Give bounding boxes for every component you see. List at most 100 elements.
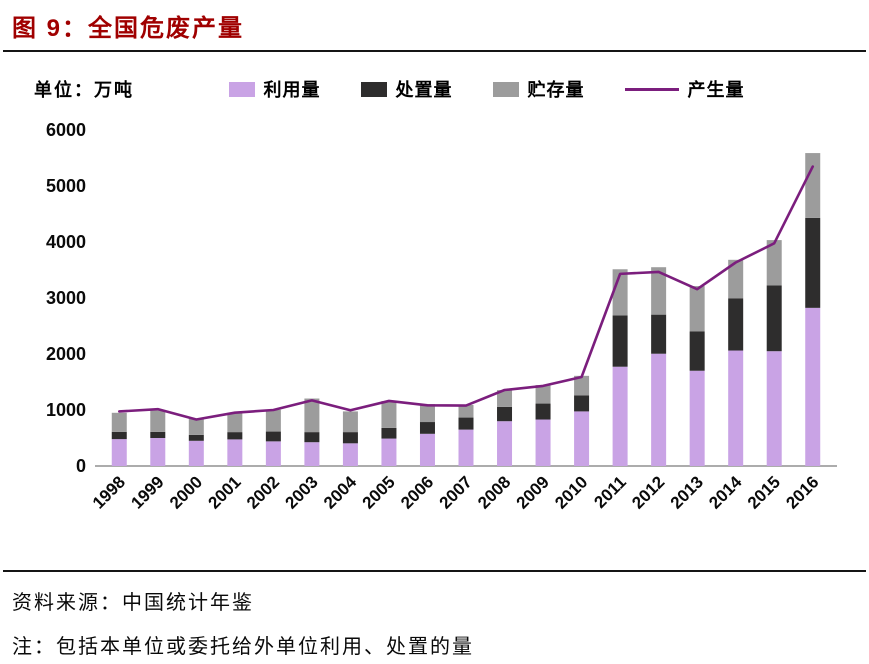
legend-color-swatch xyxy=(228,81,255,97)
x-tick-label: 2015 xyxy=(744,472,784,512)
bar-segment xyxy=(265,431,281,442)
legend-item: 利用量 xyxy=(228,76,321,102)
bar-segment xyxy=(497,406,513,422)
x-tick-label: 2001 xyxy=(204,472,244,512)
legend-label: 处置量 xyxy=(395,80,453,100)
bar-segment xyxy=(342,432,358,444)
x-tick-label: 1999 xyxy=(127,472,167,512)
y-tick-label: 6000 xyxy=(46,120,86,140)
bar-segment xyxy=(342,411,358,433)
title-divider xyxy=(3,50,866,52)
bar-segment xyxy=(805,153,821,218)
x-tick-label: 2008 xyxy=(474,472,514,512)
x-tick-label: 2006 xyxy=(397,472,437,512)
bar-segment xyxy=(111,439,127,466)
bar-segment xyxy=(150,438,166,466)
bar-segment xyxy=(728,298,744,351)
x-tick-label: 2000 xyxy=(166,472,206,512)
x-tick-label: 2005 xyxy=(359,472,399,512)
x-tick-label: 2012 xyxy=(628,472,668,512)
bar-segment xyxy=(304,398,320,433)
bar-segment xyxy=(497,421,513,466)
footer-divider xyxy=(3,570,866,572)
y-tick-label: 4000 xyxy=(46,232,86,252)
legend-line-swatch xyxy=(624,87,679,91)
bar-segment xyxy=(419,433,435,466)
bar-segment xyxy=(227,432,243,440)
chart-legend: 利用量 处置量 贮存量 产生量 xyxy=(134,76,839,102)
legend-color-swatch xyxy=(492,81,519,97)
legend-label: 产生量 xyxy=(687,80,745,100)
bar-segment xyxy=(265,441,281,466)
bar-segment xyxy=(574,395,590,412)
bar-segment xyxy=(651,353,667,466)
legend-label: 贮存量 xyxy=(527,80,585,100)
bar-segment xyxy=(535,403,551,420)
y-tick-label: 1000 xyxy=(46,400,86,420)
bar-segment xyxy=(689,370,705,466)
bar-segment xyxy=(535,385,551,404)
bar-segment xyxy=(150,431,166,438)
bar-segment xyxy=(458,404,474,418)
x-tick-label: 2010 xyxy=(551,472,591,512)
bar-segment xyxy=(188,434,204,441)
production-line xyxy=(117,165,815,421)
chart-header: 单位：万吨 利用量 处置量 贮存量 产生量 xyxy=(34,76,839,102)
bar-segment xyxy=(766,240,782,286)
y-tick-label: 2000 xyxy=(46,344,86,364)
bar-segment xyxy=(150,410,166,432)
x-tick-label: 2002 xyxy=(243,472,283,512)
bar-segment xyxy=(227,412,243,433)
bar-segment xyxy=(188,440,204,466)
y-tick-label: 0 xyxy=(76,456,86,476)
bar-segment xyxy=(265,409,281,432)
y-tick-label: 3000 xyxy=(46,288,86,308)
bar-segment xyxy=(342,443,358,466)
bar-segment xyxy=(227,439,243,466)
bar-segment xyxy=(304,432,320,443)
bar-segment xyxy=(612,366,628,466)
bar-segment xyxy=(381,401,397,428)
bar-segment xyxy=(689,286,705,332)
bar-segment xyxy=(304,442,320,466)
bar-segment xyxy=(458,429,474,466)
x-tick-label: 1998 xyxy=(89,472,129,512)
bar-segment xyxy=(458,417,474,430)
bar-segment xyxy=(535,419,551,466)
x-tick-label: 2013 xyxy=(667,472,707,512)
legend-item: 贮存量 xyxy=(492,76,585,102)
bar-segment xyxy=(766,351,782,466)
stacked-bar-line-chart: 0100020003000400050006000199819992000200… xyxy=(46,120,837,513)
legend-label: 利用量 xyxy=(263,80,321,100)
bar-segment xyxy=(574,411,590,466)
figure-title: 图 9：全国危废产量 xyxy=(12,15,245,42)
bar-segment xyxy=(574,375,590,396)
bar-segment xyxy=(381,438,397,466)
bar-segment xyxy=(381,427,397,439)
figure-note: 注：包括本单位或委托给外单位利用、处置的量 xyxy=(12,636,474,658)
x-tick-label: 2004 xyxy=(320,472,361,513)
bar-segment xyxy=(497,390,513,407)
legend-item: 处置量 xyxy=(360,76,453,102)
x-tick-label: 2011 xyxy=(590,472,630,512)
bar-segment xyxy=(419,404,435,423)
bar-segment xyxy=(766,285,782,352)
y-tick-label: 5000 xyxy=(46,176,86,196)
x-tick-label: 2009 xyxy=(513,472,553,512)
x-tick-label: 2003 xyxy=(282,472,322,512)
bar-segment xyxy=(805,217,821,308)
bar-segment xyxy=(188,418,204,435)
bar-segment xyxy=(111,412,127,432)
bar-segment xyxy=(651,267,667,315)
data-source: 资料来源：中国统计年鉴 xyxy=(12,592,254,614)
bar-segment xyxy=(689,331,705,371)
bar-segment xyxy=(419,422,435,434)
x-tick-label: 2007 xyxy=(436,472,476,512)
legend-item: 产生量 xyxy=(624,76,745,102)
x-tick-label: 2014 xyxy=(705,472,746,513)
bar-segment xyxy=(111,431,127,440)
bar-segment xyxy=(612,315,628,367)
x-tick-label: 2016 xyxy=(782,472,822,512)
bar-segment xyxy=(728,259,744,299)
